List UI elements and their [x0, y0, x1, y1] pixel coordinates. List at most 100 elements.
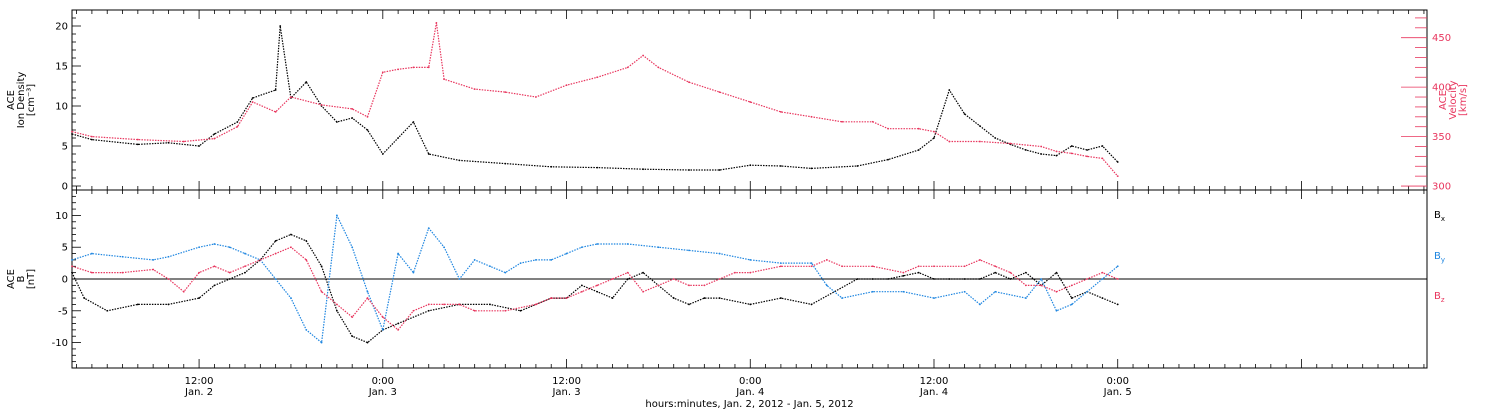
velocity-series-point	[810, 115, 813, 118]
density-series-point	[236, 121, 239, 123]
bx-series-point	[397, 322, 400, 325]
velocity-series-point	[718, 91, 721, 93]
y-tick-label: 5	[62, 243, 68, 254]
bx-series-point	[642, 271, 644, 274]
velocity-series-point	[397, 68, 400, 71]
bz-series-point	[305, 259, 308, 261]
by-series-point	[458, 278, 461, 280]
velocity-series-point	[1116, 175, 1119, 178]
velocity-series-point	[504, 91, 507, 93]
y-tick-label: 10	[55, 211, 68, 222]
x-tick-label-date: Jan. 4	[919, 387, 948, 398]
legend-symbol: B	[1434, 291, 1441, 302]
bx-series-point	[366, 341, 369, 344]
by-series-point	[152, 259, 155, 261]
velocity-series-point	[236, 125, 239, 128]
bx-series-point	[167, 303, 170, 306]
bz-series-point	[213, 265, 216, 268]
velocity-series-point	[213, 137, 216, 140]
by-series-point	[963, 290, 966, 293]
by-series-point	[489, 265, 491, 268]
density-series-point	[779, 165, 782, 167]
x-axis-title: hours:minutes, Jan. 2, 2012 - Jan. 5, 20…	[645, 399, 853, 410]
by-series-point	[91, 252, 93, 255]
bz-series-point	[473, 309, 476, 312]
by-series-point	[305, 328, 308, 331]
density-series-point	[91, 138, 93, 141]
bx-series-point	[1070, 297, 1073, 299]
bx-series-point	[198, 297, 200, 299]
by-series-point	[979, 303, 981, 306]
bx-series-point	[917, 271, 920, 274]
bx-series-point	[672, 297, 675, 299]
velocity-series-point	[657, 66, 660, 69]
by-series-point	[825, 284, 828, 287]
velocity-series-point	[412, 66, 415, 69]
density-series-point	[718, 169, 721, 171]
legend-subscript: x	[1441, 215, 1445, 223]
density-series-point	[856, 165, 859, 167]
density-series-point	[596, 166, 599, 169]
velocity-series-point	[1040, 145, 1043, 148]
velocity-series-point	[596, 76, 599, 79]
by-series-point	[381, 328, 384, 331]
x-tick-label-time: 0:00	[1106, 376, 1128, 387]
by-series-point	[550, 259, 553, 261]
legend-symbol: B	[1434, 210, 1441, 221]
bx-series-point	[106, 309, 109, 312]
bz-series-point	[611, 278, 614, 280]
velocity-series-point	[290, 96, 292, 98]
by-series-point	[688, 249, 690, 252]
y-axis-label: ACE	[6, 90, 17, 110]
bz-series-point	[902, 271, 905, 274]
velocity-series-point	[366, 115, 369, 118]
density-series-point	[305, 81, 308, 83]
by-series-point	[779, 262, 782, 265]
x-tick-label-time: 0:00	[372, 376, 394, 387]
bz-series-point	[688, 284, 690, 287]
bx-series-point	[71, 271, 73, 274]
velocity-series-point	[841, 120, 844, 123]
bz-series-line	[71, 246, 1118, 331]
by-series-point	[596, 243, 599, 245]
bz-series-point	[1070, 284, 1073, 287]
density-series-point	[1101, 145, 1104, 147]
bx-series-point	[596, 290, 599, 293]
bz-series-point	[397, 328, 400, 331]
bz-series-point	[1040, 284, 1043, 287]
y-tick-label: -10	[52, 338, 68, 349]
bz-series-point	[963, 265, 966, 268]
legend-bx: Bx	[1434, 210, 1445, 223]
by-series-point	[580, 246, 583, 249]
y-axis-label: ACE	[6, 269, 17, 289]
bx-series-point	[626, 278, 629, 280]
by-series-point	[213, 243, 216, 245]
bx-series-point	[351, 335, 354, 338]
density-series-point	[458, 159, 461, 162]
bx-series-point	[994, 271, 997, 274]
density-series-point	[1086, 149, 1089, 151]
by-series-point	[994, 290, 997, 293]
bz-series-point	[657, 284, 660, 287]
bx-series-point	[1009, 278, 1012, 280]
bz-series-point	[198, 271, 200, 274]
bx-series-point	[136, 303, 139, 306]
bz-series-point	[550, 297, 553, 299]
y-tick-label: 0	[62, 182, 68, 193]
bz-series-point	[121, 271, 124, 274]
density-series-point	[810, 167, 813, 170]
by-series-point	[473, 259, 476, 261]
y-axis-label: [cm⁻³]	[26, 84, 37, 116]
bz-series-point	[259, 259, 262, 261]
by-series-point	[749, 259, 752, 261]
y-axis-label: B	[16, 275, 27, 282]
by-series-point	[565, 252, 568, 255]
density-series-point	[887, 158, 889, 161]
by-series-point	[933, 297, 935, 299]
bz-series-point	[366, 297, 369, 299]
by-series-point	[290, 297, 292, 299]
bx-series-point	[810, 303, 813, 306]
bx-series-point	[274, 239, 277, 242]
